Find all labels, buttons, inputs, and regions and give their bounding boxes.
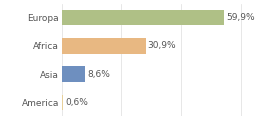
Bar xyxy=(62,10,224,25)
Text: 30,9%: 30,9% xyxy=(148,41,176,50)
Text: 8,6%: 8,6% xyxy=(87,70,110,79)
Bar xyxy=(62,95,63,110)
Bar xyxy=(62,38,146,54)
Text: 59,9%: 59,9% xyxy=(227,13,255,22)
Bar xyxy=(62,66,85,82)
Text: 0,6%: 0,6% xyxy=(66,98,88,107)
